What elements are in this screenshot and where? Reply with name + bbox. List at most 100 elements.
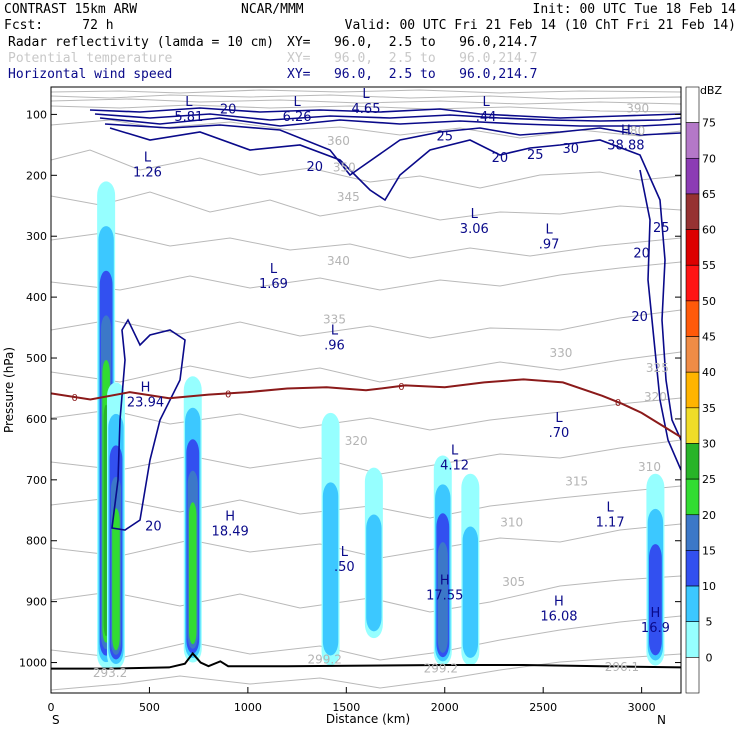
field-name-wind: Horizontal wind speed bbox=[8, 67, 172, 82]
theta-label: 330 bbox=[549, 346, 572, 360]
wind-max-marker: H bbox=[440, 574, 450, 589]
south-label: S bbox=[52, 713, 60, 727]
colorbar-tick-label: 5 bbox=[706, 616, 713, 629]
reflectivity-cell-5-20dbz bbox=[437, 542, 448, 653]
wind-speed-label: 30 bbox=[562, 142, 579, 157]
colorbar-tick-label: 70 bbox=[702, 152, 716, 165]
organization: NCAR/MMM bbox=[241, 2, 304, 17]
field-name-reflectivity: Radar reflectivity (lamda = 10 cm) bbox=[8, 35, 274, 50]
theta-label: 310 bbox=[638, 460, 661, 474]
field-name-theta: Potential temperature bbox=[8, 51, 173, 66]
x-tick-label: 3000 bbox=[628, 701, 656, 714]
model-title: CONTRAST 15km ARW bbox=[4, 2, 137, 17]
theta-label: 325 bbox=[646, 361, 669, 375]
wind-speed-label: 20 bbox=[220, 102, 237, 117]
wind-speed-label: 25 bbox=[436, 130, 453, 145]
wind-speed-label: 25 bbox=[653, 221, 670, 236]
wind-speed-label: 20 bbox=[307, 160, 324, 175]
colorbar-tick-label: 20 bbox=[702, 509, 716, 522]
colorbar-swatch bbox=[685, 122, 700, 159]
colorbar-unit: dBZ bbox=[700, 84, 723, 97]
plot-content: 0 0 0 0 390 380 360 350 345 340 335 330 325 320 315 310… bbox=[51, 87, 681, 691]
colorbar-tick-label: 35 bbox=[702, 402, 716, 415]
colorbar-tick-label: 65 bbox=[702, 188, 716, 201]
colorbar-swatch bbox=[685, 336, 700, 373]
wind-extreme-value: 16.9 bbox=[641, 621, 670, 636]
reflectivity-cells bbox=[97, 181, 665, 669]
reflectivity-cell-2-25dbz bbox=[188, 502, 197, 645]
colorbar-tick-label: 60 bbox=[702, 224, 716, 237]
freezing-level-label: 0 bbox=[615, 398, 621, 409]
wind-min-marker: L bbox=[451, 443, 459, 458]
theta-label: 335 bbox=[323, 313, 346, 327]
wind-min-marker: L bbox=[471, 207, 479, 222]
wind-extreme-value: 38.88 bbox=[607, 139, 644, 154]
theta-label: 315 bbox=[565, 475, 588, 489]
forecast-hour: Fcst: 72 h bbox=[4, 18, 114, 33]
colorbar-swatch bbox=[685, 264, 700, 302]
colorbar-tick-label: 10 bbox=[702, 580, 716, 593]
wind-speed-label: 20 bbox=[633, 247, 650, 262]
y-tick-label: 1000 bbox=[19, 657, 47, 670]
theta-label: 299.2 bbox=[424, 662, 458, 676]
colorbar-swatch bbox=[685, 443, 700, 480]
wind-min-marker: L bbox=[331, 323, 339, 338]
wind-speed-label: 20 bbox=[631, 310, 648, 325]
colorbar-tick-label: 30 bbox=[702, 437, 716, 450]
wind-extreme-value: 4.65 bbox=[352, 102, 381, 117]
reflectivity-cell-3-10dbz bbox=[322, 482, 339, 656]
theta-label: 293.2 bbox=[93, 666, 127, 680]
theta-label: 296.1 bbox=[605, 660, 639, 674]
x-tick-label: 500 bbox=[139, 701, 160, 714]
y-tick-label: 800 bbox=[26, 535, 47, 548]
wind-extreme-value: .96 bbox=[324, 338, 345, 353]
terrain-line bbox=[51, 651, 681, 670]
x-tick-label: 1500 bbox=[332, 701, 360, 714]
wind-extreme-value: 16.08 bbox=[540, 609, 577, 624]
theta-label: 320 bbox=[345, 434, 368, 448]
freezing-level-label: 0 bbox=[71, 393, 77, 404]
wind-extreme-value: 6.26 bbox=[283, 110, 312, 125]
x-tick-label: 0 bbox=[48, 701, 55, 714]
freezing-level-line bbox=[51, 378, 681, 439]
reference-lines bbox=[51, 378, 681, 670]
wind-max-marker: H bbox=[554, 594, 564, 609]
reflectivity-cell-7-15dbz bbox=[649, 544, 662, 656]
theta-label: 320 bbox=[644, 390, 667, 404]
freezing-level-label: 0 bbox=[398, 382, 404, 393]
colorbar-tick-label: 15 bbox=[702, 544, 716, 557]
field-xy-wind: XY= 96.0, 2.5 to 96.0,214.7 bbox=[287, 67, 537, 82]
theta-label: 350 bbox=[333, 160, 356, 174]
colorbar-tick-label: 50 bbox=[702, 295, 716, 308]
wind-extreme-value: .70 bbox=[549, 426, 570, 441]
colorbar-tick-label: 40 bbox=[702, 366, 716, 379]
y-tick-label: 300 bbox=[26, 230, 47, 243]
colorbar-tick-label: 25 bbox=[702, 473, 716, 486]
wind-contours bbox=[89, 107, 681, 531]
plot-labels: 0 0 0 0 390 380 360 350 345 340 335 330 325 320 315 310… bbox=[71, 87, 669, 680]
valid-time: Valid: 00 UTC Fri 21 Feb 14 (10 ChT Fri … bbox=[345, 18, 736, 33]
colorbar-swatch bbox=[685, 193, 700, 230]
colorbar-swatch bbox=[685, 300, 700, 337]
axes: 0 500 1000 1500 2000 2500 30001002003004005006… bbox=[19, 108, 681, 714]
x-tick-label: 2500 bbox=[529, 701, 557, 714]
x-tick-label: 2000 bbox=[431, 701, 459, 714]
wind-min-marker: L bbox=[545, 222, 553, 237]
y-tick-label: 500 bbox=[26, 352, 47, 365]
wind-extreme-value: 4.12 bbox=[440, 458, 469, 473]
wind-max-marker: H bbox=[621, 124, 631, 139]
wind-min-marker: L bbox=[555, 411, 563, 426]
colorbar-tick-label: 0 bbox=[706, 651, 713, 664]
theta-label: 380 bbox=[622, 124, 645, 138]
y-tick-label: 200 bbox=[26, 169, 47, 182]
wind-extreme-value: .44 bbox=[476, 110, 497, 125]
theta-label: 345 bbox=[337, 190, 360, 204]
wind-min-marker: L bbox=[185, 95, 193, 110]
field-xy-theta: XY= 96.0, 2.5 to 96.0,214.7 bbox=[287, 51, 537, 66]
wind-speed-label: 20 bbox=[492, 151, 509, 166]
wind-extreme-value: .97 bbox=[539, 237, 560, 252]
y-tick-label: 100 bbox=[26, 108, 47, 121]
colorbar-swatch bbox=[685, 157, 700, 195]
theta-label: 299.2 bbox=[307, 653, 341, 667]
